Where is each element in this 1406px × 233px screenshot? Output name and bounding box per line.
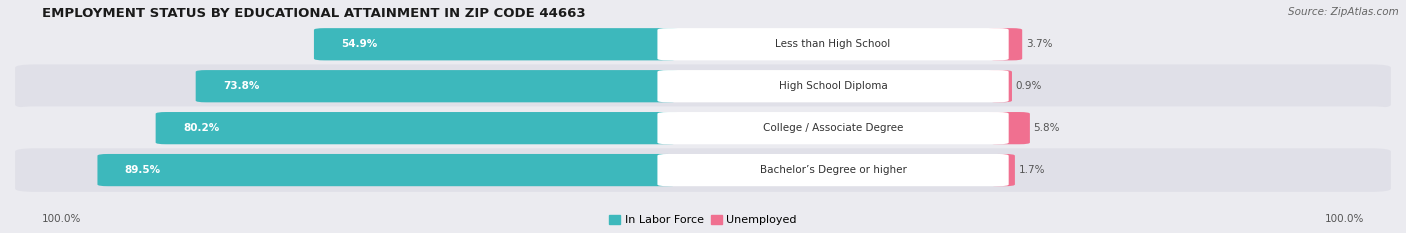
Text: High School Diploma: High School Diploma (779, 81, 887, 91)
FancyBboxPatch shape (658, 28, 1008, 60)
FancyBboxPatch shape (988, 112, 1029, 144)
FancyBboxPatch shape (15, 106, 1391, 150)
Text: EMPLOYMENT STATUS BY EDUCATIONAL ATTAINMENT IN ZIP CODE 44663: EMPLOYMENT STATUS BY EDUCATIONAL ATTAINM… (42, 7, 586, 20)
Text: 0.9%: 0.9% (1015, 81, 1042, 91)
FancyBboxPatch shape (658, 154, 1008, 186)
Legend: In Labor Force, Unemployed: In Labor Force, Unemployed (605, 211, 801, 230)
Text: 80.2%: 80.2% (183, 123, 219, 133)
Text: 3.7%: 3.7% (1026, 39, 1052, 49)
FancyBboxPatch shape (988, 154, 1015, 186)
Text: Source: ZipAtlas.com: Source: ZipAtlas.com (1288, 7, 1399, 17)
FancyBboxPatch shape (314, 28, 678, 60)
Text: 100.0%: 100.0% (42, 214, 82, 224)
FancyBboxPatch shape (156, 112, 678, 144)
FancyBboxPatch shape (658, 112, 1008, 144)
Text: 100.0%: 100.0% (1324, 214, 1364, 224)
FancyBboxPatch shape (97, 154, 678, 186)
FancyBboxPatch shape (15, 148, 1391, 192)
Text: 54.9%: 54.9% (342, 39, 377, 49)
Text: 1.7%: 1.7% (1018, 165, 1045, 175)
FancyBboxPatch shape (658, 70, 1008, 102)
Text: 89.5%: 89.5% (125, 165, 160, 175)
Text: 73.8%: 73.8% (224, 81, 259, 91)
FancyBboxPatch shape (15, 23, 1391, 66)
FancyBboxPatch shape (15, 65, 1391, 108)
Text: Less than High School: Less than High School (776, 39, 890, 49)
Text: 5.8%: 5.8% (1033, 123, 1060, 133)
Text: Bachelor’s Degree or higher: Bachelor’s Degree or higher (759, 165, 907, 175)
FancyBboxPatch shape (988, 70, 1012, 102)
FancyBboxPatch shape (195, 70, 678, 102)
FancyBboxPatch shape (988, 28, 1022, 60)
Text: College / Associate Degree: College / Associate Degree (763, 123, 903, 133)
